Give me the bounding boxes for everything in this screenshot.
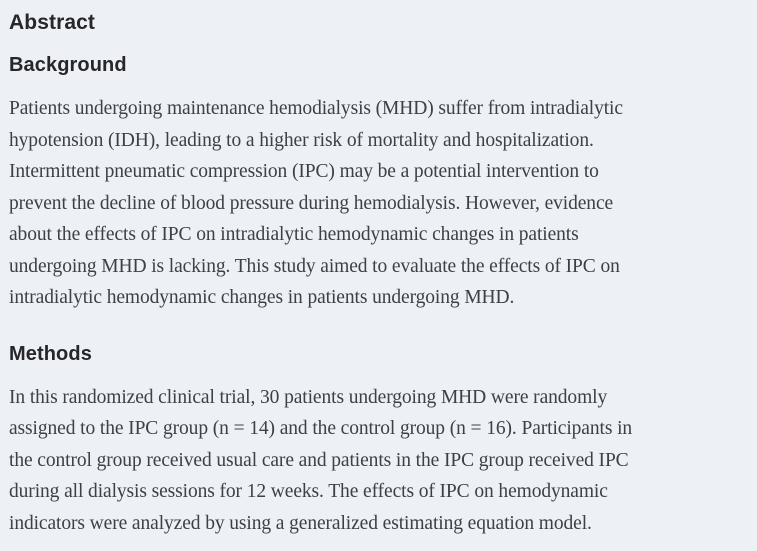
section-background: Background Patients undergoing maintenan… xyxy=(9,53,747,314)
methods-paragraph: In this randomized clinical trial, 30 pa… xyxy=(9,386,633,534)
abstract-page: Abstract Background Patients undergoing … xyxy=(9,10,747,539)
background-heading: Background xyxy=(9,54,127,76)
abstract-title: Abstract xyxy=(9,11,95,34)
background-paragraph: Patients undergoing maintenance hemodial… xyxy=(9,98,623,308)
section-methods: Methods In this randomized clinical tria… xyxy=(9,342,747,540)
methods-heading: Methods xyxy=(9,342,92,365)
